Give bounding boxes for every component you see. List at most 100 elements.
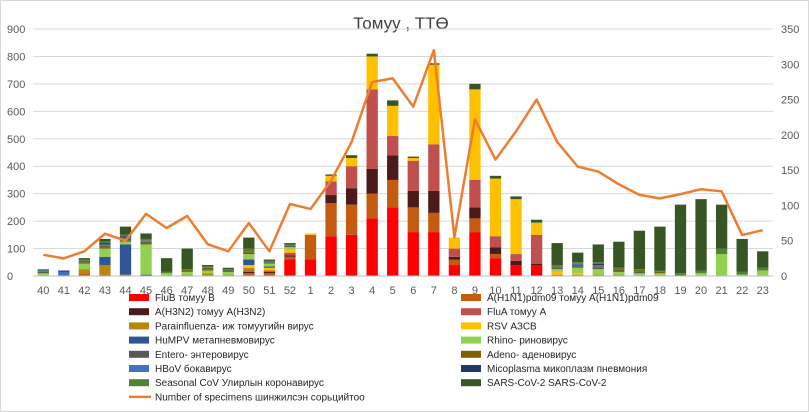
bar-segment <box>263 273 276 276</box>
bar-segment <box>469 207 481 219</box>
bar-segment <box>572 267 584 274</box>
legend-label: Micoplasma микоплазм пневмония <box>487 364 647 375</box>
bar-segment <box>366 56 378 90</box>
bar-segment <box>119 241 132 245</box>
bar-segment <box>140 238 152 241</box>
legend-label: A(H1N1)pdm09 томуу A(H1N1)pdm09 <box>487 293 659 304</box>
bar-segment <box>613 274 625 276</box>
bar-segment <box>715 204 728 249</box>
bar-segment <box>243 265 255 268</box>
bar-segment <box>613 270 625 272</box>
bar-segment <box>119 226 132 235</box>
bar-segment <box>448 259 461 266</box>
bar-segment <box>674 204 687 274</box>
bar-segment <box>345 157 358 167</box>
bar-segment <box>428 190 440 213</box>
legend-label: FluB томуу B <box>155 293 215 304</box>
bar-segment <box>284 243 296 245</box>
bar-segment <box>407 232 419 276</box>
bar-segment <box>654 273 666 276</box>
legend-label: RSV АЗСВ <box>487 321 537 332</box>
bar-segment <box>572 262 584 264</box>
x-tick-label: 44 <box>119 285 131 297</box>
legend-swatch <box>461 308 481 316</box>
bar-segment <box>736 274 748 276</box>
y-tick-label: 500 <box>7 134 25 146</box>
bar-segment <box>489 175 502 179</box>
bar-segment <box>551 266 563 268</box>
specimens-line <box>43 48 764 260</box>
bar-segment <box>387 207 399 276</box>
bar-segment <box>99 243 111 245</box>
bar-segment <box>325 203 337 237</box>
bar-segment <box>448 248 461 257</box>
x-tick-label: 49 <box>222 285 234 297</box>
bar-segment <box>243 271 255 274</box>
bar-segment <box>263 266 276 268</box>
bar-segment <box>99 265 111 275</box>
bar-segment <box>325 181 337 196</box>
bar-segment <box>448 256 461 260</box>
bar-segment <box>366 89 378 169</box>
bar-segment <box>202 269 214 271</box>
x-tick-label: 3 <box>349 285 355 297</box>
bar-segment <box>304 234 317 260</box>
bar-segment <box>695 270 707 274</box>
x-tick-label: 7 <box>431 285 437 297</box>
bar-segment <box>160 273 173 276</box>
bar-segment <box>407 190 419 208</box>
chart-title: Томуу , ТТӨ <box>353 14 449 33</box>
x-tick-label: 8 <box>451 285 457 297</box>
bar-segment <box>119 274 132 276</box>
legend-swatch <box>129 350 149 358</box>
legend-label: Entero- энтеровирус <box>155 350 249 361</box>
bar-segment <box>489 247 502 255</box>
bar-segment <box>469 83 481 90</box>
bar-segment <box>99 245 111 248</box>
bar-segment <box>530 222 543 224</box>
bar-segment <box>387 155 399 180</box>
legend-swatch <box>461 322 481 330</box>
bar-segment <box>715 254 728 276</box>
x-tick-label: 41 <box>58 285 70 297</box>
bar-segment <box>530 223 543 235</box>
legend-swatch <box>461 365 481 372</box>
bar-segment <box>448 237 461 249</box>
legend-label: Rhino- риновирус <box>487 336 568 347</box>
bar-segment <box>387 136 399 156</box>
bar-segment <box>736 238 748 272</box>
bar-segment <box>613 241 625 268</box>
bar-segment <box>284 249 296 253</box>
y2-tick-label: 0 <box>781 271 787 283</box>
bar-segment <box>140 243 152 245</box>
bar-segment <box>366 193 378 219</box>
bar-segment <box>551 267 563 270</box>
x-tick-label: 20 <box>695 285 707 297</box>
bar-segment <box>592 262 604 264</box>
legend-label: Seasonal CoV Улирлын коронавирус <box>155 378 324 389</box>
bar-segment <box>263 262 276 264</box>
bar-segment <box>345 188 358 205</box>
x-tick-label: 5 <box>390 285 396 297</box>
x-tick-label: 46 <box>160 285 172 297</box>
bar-segment <box>489 258 502 276</box>
x-tick-label: 12 <box>530 285 542 297</box>
bar-segment <box>119 237 132 239</box>
y-tick-label: 700 <box>7 79 25 91</box>
bar-segment <box>37 273 49 276</box>
bar-segment <box>633 273 646 276</box>
legend-swatch <box>129 294 149 301</box>
bar-segment <box>78 269 91 274</box>
bar-segment <box>530 219 543 223</box>
bar-segment <box>510 196 522 200</box>
bar-segment <box>613 267 625 270</box>
bar-segment <box>222 269 234 271</box>
bar-segment <box>572 263 584 266</box>
bar-segment <box>592 274 604 276</box>
bar-segment <box>510 199 522 255</box>
bar-segment <box>243 273 255 276</box>
bar-segment <box>78 260 91 263</box>
x-tick-label: 17 <box>633 285 645 297</box>
bar-segment <box>757 251 769 268</box>
y-tick-label: 900 <box>7 24 25 36</box>
